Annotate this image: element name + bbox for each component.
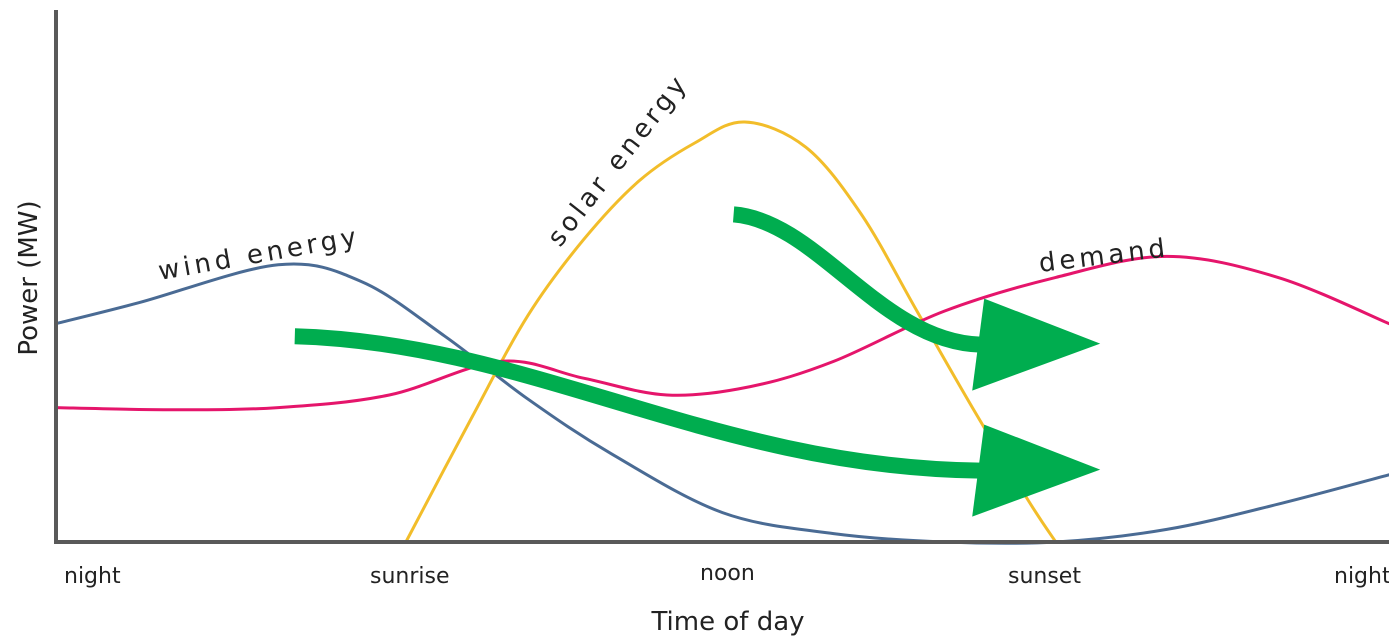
arrow-layer — [294, 206, 1101, 517]
x-tick-label: sunset — [1008, 564, 1081, 589]
arrow-head — [972, 298, 1101, 391]
series-line-demand — [54, 254, 1389, 412]
arrow-shaft — [294, 328, 981, 479]
series-layer — [54, 120, 1389, 545]
arrow-shaft — [732, 206, 981, 353]
x-tick-label: night — [64, 564, 121, 589]
chart-axes — [54, 10, 1389, 544]
x-axis-title: Time of day — [650, 607, 804, 637]
arrow-head — [972, 424, 1101, 517]
trend-arrow-2 — [732, 206, 1101, 391]
series-line-wind — [54, 262, 1389, 545]
series-label-wind: wind energy — [156, 222, 362, 287]
trend-arrow-1 — [294, 328, 1101, 517]
y-axis-title: Power (MW) — [14, 200, 44, 355]
series-line-solar — [404, 120, 1058, 544]
x-tick-label: noon — [700, 561, 755, 586]
series-label-demand: demand — [1037, 233, 1170, 279]
series-label-solar: solar energy — [542, 68, 695, 252]
x-tick-label: night — [1334, 564, 1389, 589]
x-tick-label: sunrise — [370, 564, 450, 589]
